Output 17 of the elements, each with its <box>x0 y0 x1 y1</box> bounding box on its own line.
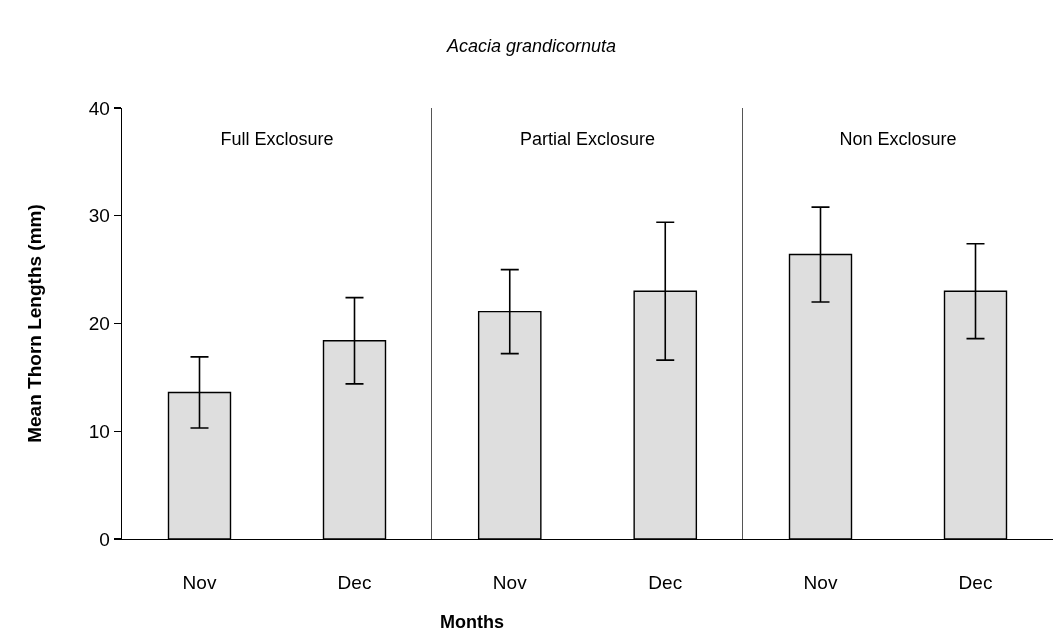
y-tick-label: 0 <box>99 528 110 550</box>
x-tick-label: Nov <box>803 572 838 594</box>
x-tick-label: Dec <box>958 572 993 594</box>
y-tick-label: 40 <box>88 97 110 119</box>
x-tick-label: Dec <box>648 572 683 594</box>
x-tick-label: Dec <box>337 572 372 594</box>
x-tick-label: Nov <box>182 572 217 594</box>
x-tick-label: Nov <box>492 572 528 594</box>
text: Non Exclosure <box>839 129 957 150</box>
y-axis-title: Mean Thorn Lengths (mm) <box>23 204 45 443</box>
y-tick-label: 10 <box>88 420 110 442</box>
y-tick-label: 30 <box>88 205 110 227</box>
x-axis-title: Months <box>440 612 504 632</box>
text: Acacia grandicornuta <box>446 36 617 56</box>
y-tick-label: 20 <box>88 313 110 335</box>
text: Full Exclosure <box>220 129 334 150</box>
text: Partial Exclosure <box>519 129 656 150</box>
